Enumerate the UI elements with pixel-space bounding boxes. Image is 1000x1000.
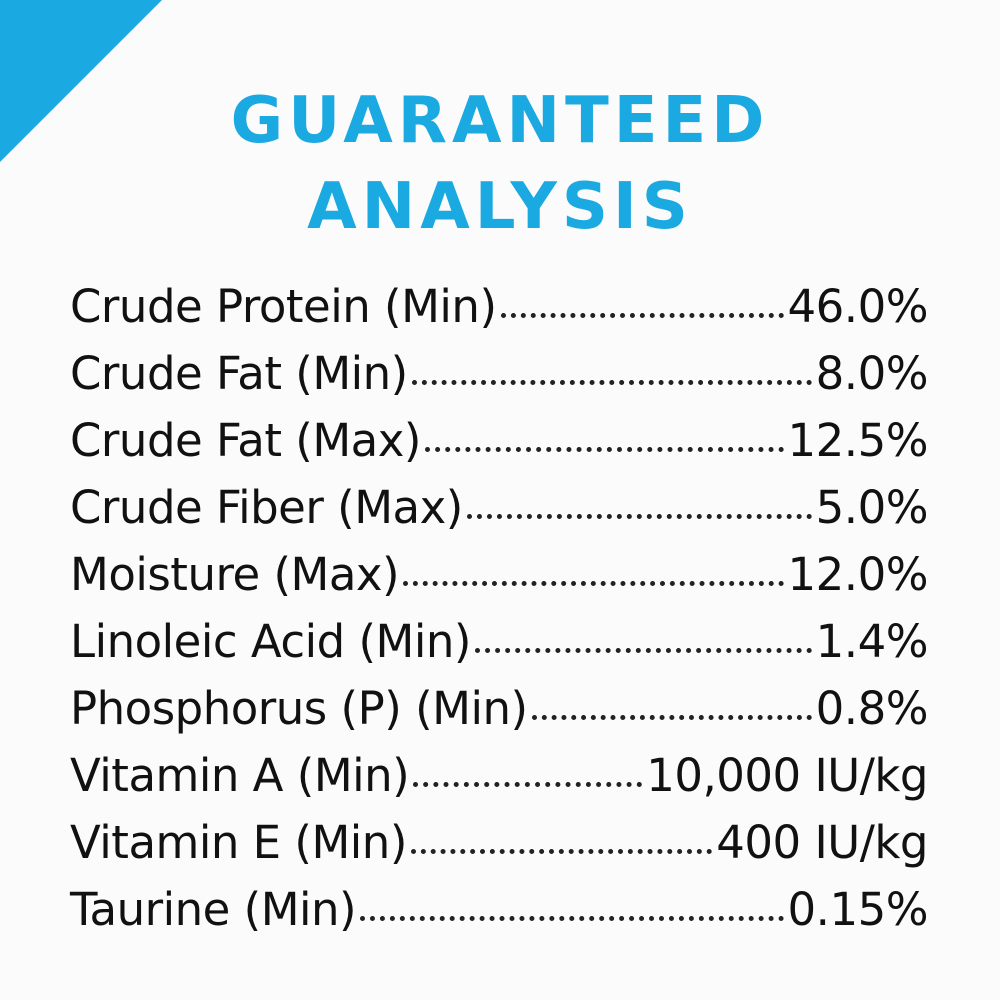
nutrient-name: Taurine (Min) bbox=[70, 883, 357, 936]
nutrient-value: 12.5% bbox=[787, 414, 929, 467]
nutrient-value: 5.0% bbox=[815, 481, 929, 534]
nutrient-value: 400 IU/kg bbox=[716, 816, 928, 869]
title-line: ANALYSIS bbox=[307, 170, 693, 244]
nutrient-name: Vitamin E (Min) bbox=[70, 816, 407, 869]
analysis-row: Vitamin A (Min) 10,000 IU/kg bbox=[70, 749, 928, 816]
nutrient-value: 46.0% bbox=[787, 280, 929, 333]
nutrient-name: Linoleic Acid (Min) bbox=[70, 615, 471, 668]
leader-dots bbox=[411, 380, 812, 385]
nutrient-name: Moisture (Max) bbox=[70, 548, 400, 601]
nutrient-name: Crude Protein (Min) bbox=[70, 280, 497, 333]
leader-dots bbox=[466, 514, 812, 519]
analysis-row: Phosphorus (P) (Min) 0.8% bbox=[70, 682, 929, 749]
nutrient-value: 8.0% bbox=[815, 347, 929, 400]
leader-dots bbox=[360, 916, 784, 921]
leader-dots bbox=[474, 648, 812, 653]
corner-triangle bbox=[0, 0, 162, 162]
leader-dots bbox=[500, 313, 784, 318]
analysis-table: Crude Protein (Min) 46.0% Crude Fat (Min) 8… bbox=[70, 280, 929, 950]
nutrient-value: 1.4% bbox=[815, 615, 929, 668]
nutrient-name: Crude Fat (Max) bbox=[70, 414, 421, 467]
nutrient-value: 0.15% bbox=[787, 883, 929, 936]
nutrient-value: 10,000 IU/kg bbox=[646, 749, 928, 802]
leader-dots bbox=[531, 715, 812, 720]
nutrient-name: Crude Fiber (Max) bbox=[70, 481, 463, 534]
leader-dots bbox=[403, 581, 784, 586]
analysis-row: Vitamin E (Min) 400 IU/kg bbox=[70, 816, 928, 883]
analysis-row: Crude Fiber (Max) 5.0% bbox=[70, 481, 929, 548]
triangle bbox=[0, 0, 162, 162]
analysis-row: Crude Fat (Min) 8.0% bbox=[70, 347, 929, 414]
nutrient-value: 0.8% bbox=[815, 682, 929, 735]
nutrient-name: Phosphorus (P) (Min) bbox=[70, 682, 528, 735]
leader-dots bbox=[410, 849, 713, 854]
nutrient-value: 12.0% bbox=[787, 548, 929, 601]
analysis-row: Linoleic Acid (Min) 1.4% bbox=[70, 615, 929, 682]
leader-dots bbox=[424, 447, 784, 452]
analysis-row: Crude Fat (Max) 12.5% bbox=[70, 414, 929, 481]
title-line: GUARANTEED bbox=[230, 84, 770, 158]
analysis-row: Crude Protein (Min) 46.0% bbox=[70, 280, 929, 347]
analysis-row: Moisture (Max) 12.0% bbox=[70, 548, 929, 615]
nutrient-name: Vitamin A (Min) bbox=[70, 749, 410, 802]
title: GUARANTEED ANALYSIS bbox=[0, 78, 1000, 250]
analysis-row: Taurine (Min) 0.15% bbox=[70, 883, 929, 950]
leader-dots bbox=[413, 782, 643, 787]
nutrient-name: Crude Fat (Min) bbox=[70, 347, 408, 400]
